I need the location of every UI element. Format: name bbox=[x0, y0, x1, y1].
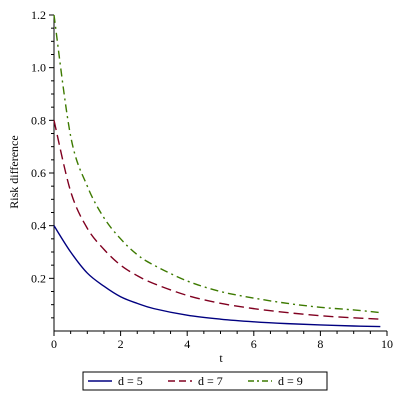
legend-label-3: d = 9 bbox=[278, 374, 303, 388]
y-tick-label: 0.2 bbox=[31, 271, 46, 285]
x-tick-label: 10 bbox=[381, 337, 393, 351]
legend-label-2: d = 7 bbox=[198, 374, 223, 388]
y-tick-label: 0.4 bbox=[31, 219, 46, 233]
x-tick-label: 6 bbox=[251, 337, 257, 351]
legend-label-1: d = 5 bbox=[118, 374, 143, 388]
axes bbox=[49, 14, 388, 336]
series-line-3 bbox=[53, 14, 381, 314]
legend-box bbox=[82, 371, 328, 391]
series-line-1 bbox=[53, 225, 381, 328]
x-tick-label: 0 bbox=[51, 337, 57, 351]
y-axis-title: Risk difference bbox=[7, 135, 21, 208]
x-axis-title: t bbox=[219, 351, 223, 365]
y-tick-label: 0.8 bbox=[31, 113, 46, 127]
x-tick-label: 4 bbox=[184, 337, 190, 351]
y-tick-label: 1.0 bbox=[31, 61, 46, 75]
x-tick-label: 8 bbox=[317, 337, 323, 351]
y-tick-label: 0.6 bbox=[31, 166, 46, 180]
legend: d = 5 d = 7 d = 9 bbox=[82, 371, 328, 391]
x-tick-label: 2 bbox=[118, 337, 124, 351]
series-line-2 bbox=[53, 120, 381, 320]
tick-labels: 0 2 4 6 8 10 0.2 0.4 0.6 0.8 1.0 1.2 bbox=[31, 8, 393, 351]
y-tick-label: 1.2 bbox=[31, 8, 46, 22]
series-lines bbox=[53, 14, 381, 328]
